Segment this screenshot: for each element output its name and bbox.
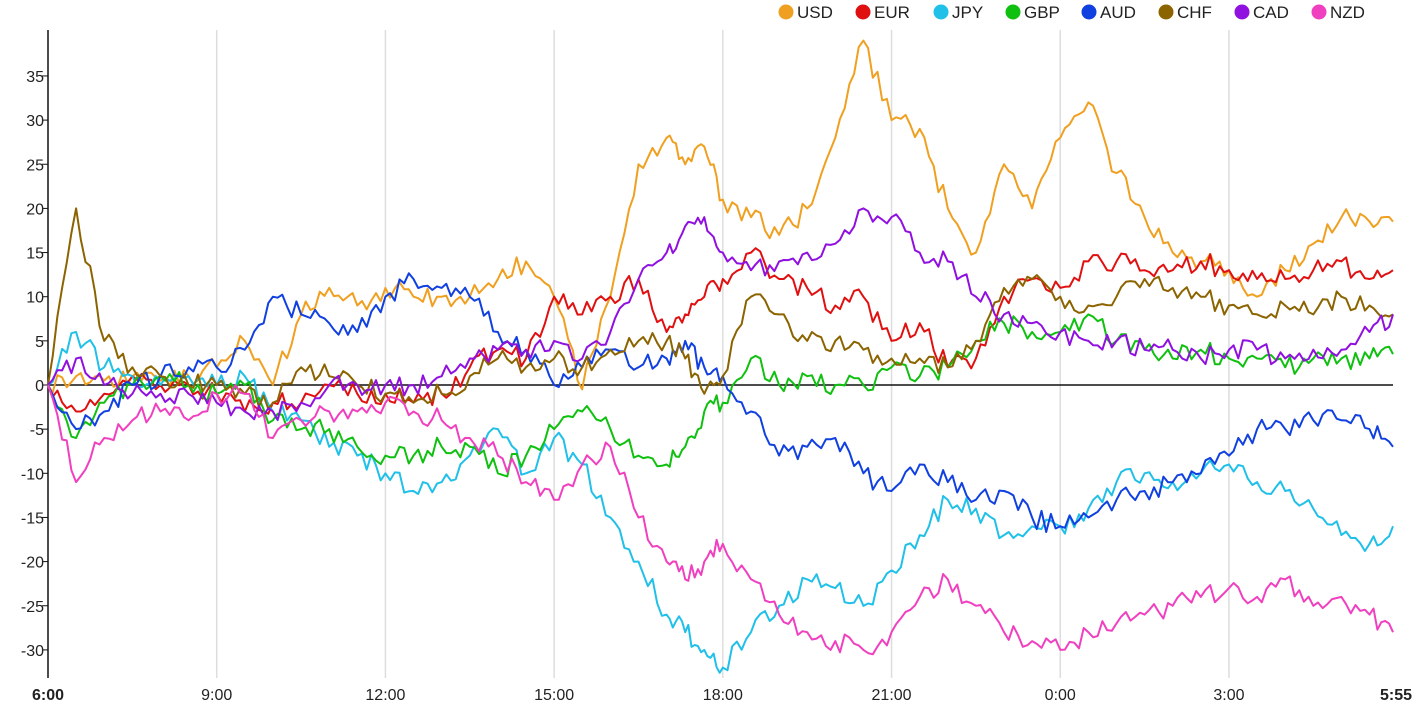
x-tick-label: 18:00: [703, 687, 743, 704]
legend-label: CHF: [1177, 3, 1212, 22]
legend-swatch: [1158, 4, 1174, 20]
legend-swatch: [1234, 4, 1250, 20]
y-tick-label: 35: [26, 69, 44, 86]
series-line-aud: [47, 272, 1394, 533]
x-tick-label: 12:00: [365, 687, 405, 704]
legend-label: USD: [797, 3, 833, 22]
legend-swatch: [1081, 4, 1097, 20]
y-tick-label: 5: [35, 334, 44, 351]
legend-label: NZD: [1330, 3, 1365, 22]
x-axis: 6:00 9:00 12:00 15:00 18:00 21:00 0:00 3:00 5:55: [32, 687, 1412, 704]
legend-swatch: [1311, 4, 1327, 20]
y-tick-label: -5: [30, 422, 44, 439]
y-tick-label: -25: [21, 599, 44, 616]
legend-item-gbp: GBP: [1005, 3, 1060, 22]
x-tick-label: 6:00: [32, 687, 64, 704]
x-tick-label: 0:00: [1045, 687, 1076, 704]
y-tick-label: 10: [26, 290, 44, 307]
x-tick-label: 21:00: [872, 687, 912, 704]
legend-swatch: [933, 4, 949, 20]
legend-label: JPY: [952, 3, 983, 22]
y-tick-label: -10: [21, 466, 44, 483]
legend-item-chf: CHF: [1158, 3, 1212, 22]
series-line-nzd: [47, 384, 1394, 656]
legend-item-jpy: JPY: [933, 3, 983, 22]
y-tick-label: -30: [21, 643, 44, 660]
series-line-cad: [47, 207, 1394, 421]
series-line-usd: [47, 39, 1394, 394]
x-tick-label: 5:55: [1380, 687, 1412, 704]
legend-swatch: [778, 4, 794, 20]
series-line-gbp: [47, 313, 1394, 478]
legend-label: GBP: [1024, 3, 1060, 22]
legend-swatch: [1005, 4, 1021, 20]
y-tick-label: 30: [26, 113, 44, 130]
legend-item-aud: AUD: [1081, 3, 1136, 22]
y-tick-label: 15: [26, 246, 44, 263]
legend-item-cad: CAD: [1234, 3, 1289, 22]
y-axis: 35 30 25 20 15 10 5 0 -5 -10 -15 -20 -25 -30: [21, 30, 1393, 678]
y-tick-label: -20: [21, 555, 44, 572]
y-tick-label: 25: [26, 157, 44, 174]
legend-label: CAD: [1253, 3, 1289, 22]
series-line-chf: [47, 207, 1394, 410]
legend-item-eur: EUR: [855, 3, 910, 22]
series-line-eur: [47, 247, 1394, 415]
y-tick-label: 0: [35, 378, 44, 395]
x-tick-label: 15:00: [534, 687, 574, 704]
vertical-grid: [215, 30, 1230, 678]
legend-item-usd: USD: [778, 3, 833, 22]
legend-swatch: [855, 4, 871, 20]
legend-item-nzd: NZD: [1311, 3, 1365, 22]
x-tick-label: 9:00: [201, 687, 232, 704]
legend-label: EUR: [874, 3, 910, 22]
legend: USD EUR JPY GBP AUD CHF CAD NZD: [778, 3, 1365, 22]
y-tick-label: 20: [26, 201, 44, 218]
y-tick-label: -15: [21, 510, 44, 527]
x-tick-label: 3:00: [1213, 687, 1244, 704]
legend-label: AUD: [1100, 3, 1136, 22]
series-lines: [47, 39, 1394, 674]
